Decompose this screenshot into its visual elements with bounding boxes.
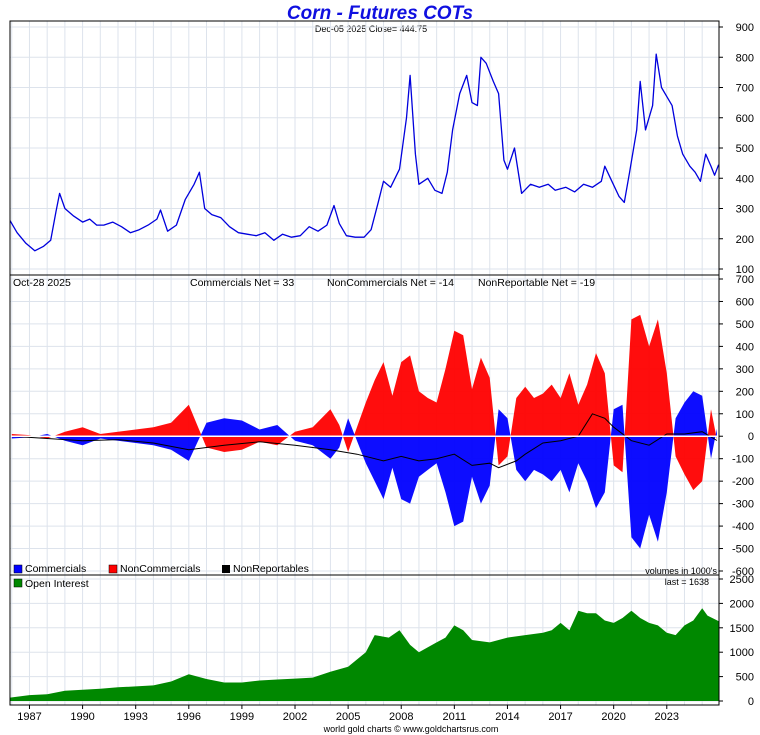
commercials-area (11, 391, 717, 549)
legend-swatch-open-interest (13, 578, 23, 588)
price-line (9, 53, 720, 252)
x-tick-label: 2020 (601, 711, 625, 723)
cot-ytick-label: -100 (732, 454, 754, 466)
price-ytick-label: 900 (736, 22, 754, 34)
commercials-net-label: Commercials Net = 33 (190, 277, 294, 289)
cot-ytick-label: 600 (736, 296, 754, 308)
x-tick-label: 1987 (17, 711, 41, 723)
volumes-note: volumes in 1000's (645, 566, 717, 576)
legend-label-nonreportables: NonReportables (233, 563, 309, 575)
price-ytick-label: 100 (736, 264, 754, 276)
legend-swatch-commercials (13, 564, 23, 574)
cot-ytick-label: -400 (732, 521, 754, 533)
cot-ytick-label: 700 (736, 274, 754, 286)
x-tick-label: 2011 (443, 711, 467, 723)
footer-credit: world gold charts © www.goldchartsrus.co… (323, 724, 499, 734)
noncommercials-area (11, 314, 717, 491)
cot-ytick-label: 300 (736, 364, 754, 376)
price-panel: 100 200 300 400 500 600 700 800 900 (9, 20, 754, 276)
cot-ytick-label: -500 (732, 544, 754, 556)
price-ytick-label: 800 (736, 52, 754, 64)
x-tick-label: 1993 (123, 711, 147, 723)
price-ytick-label: 300 (736, 204, 754, 216)
oi-ytick-label: 0 (748, 696, 754, 708)
legend-label-open-interest: Open Interest (25, 578, 89, 590)
cot-ytick-label: 400 (736, 341, 754, 353)
chart-title: Corn - Futures COTs (287, 3, 473, 24)
legend-swatch-nonreportables (222, 565, 230, 573)
legend-label-noncommercials: NonCommercials (120, 563, 201, 575)
price-ytick-label: 200 (736, 234, 754, 246)
x-tick-label: 2005 (336, 711, 360, 723)
cot-ytick-label: 100 (736, 409, 754, 421)
x-tick-label: 2017 (548, 711, 572, 723)
x-tick-label: 2023 (655, 711, 679, 723)
x-tick-label: 2008 (389, 711, 413, 723)
cot-ytick-label: -200 (732, 476, 754, 488)
price-subtitle: Dec-05 2025 Close= 444.75 (315, 24, 427, 34)
cot-ytick-label: 200 (736, 386, 754, 398)
oi-ytick-label: 500 (736, 672, 754, 684)
x-tick-label: 1999 (230, 711, 254, 723)
cot-ytick-label: -600 (732, 566, 754, 578)
legend-swatch-noncommercials (108, 564, 118, 574)
nonreportable-net-label: NonReportable Net = -19 (478, 277, 595, 289)
open-interest-panel: 0 500 1000 1500 2000 2500 Open Interest last … (9, 574, 754, 708)
x-tick-label: 1996 (177, 711, 201, 723)
cot-ytick-label: 0 (748, 431, 754, 443)
price-ytick-label: 500 (736, 143, 754, 155)
open-interest-area (10, 608, 719, 701)
open-interest-last: last = 1638 (665, 577, 709, 587)
legend-label-commercials: Commercials (25, 563, 86, 575)
cot-panel: -600 -500 -400 -300 -200 -100 0 100 200 300 400 500… (9, 274, 754, 578)
price-ytick-label: 400 (736, 173, 754, 185)
x-tick-label: 1990 (70, 711, 94, 723)
oi-ytick-label: 2000 (730, 598, 754, 610)
oi-ytick-label: 1000 (730, 647, 754, 659)
cot-date-label: Oct-28 2025 (13, 277, 71, 289)
noncommercials-net-label: NonCommercials Net = -14 (327, 277, 454, 289)
price-ytick-label: 700 (736, 83, 754, 95)
oi-ytick-label: 1500 (730, 623, 754, 635)
x-tick-label: 2014 (495, 711, 519, 723)
cot-ytick-label: -300 (732, 499, 754, 511)
cot-ytick-label: 500 (736, 319, 754, 331)
x-tick-label: 2002 (283, 711, 307, 723)
oi-ytick-label: 2500 (730, 574, 754, 586)
x-axis: 1987 1990 1993 1996 1999 2002 2005 2008 2011 2014… (17, 705, 679, 723)
price-ytick-label: 600 (736, 113, 754, 125)
open-interest-panel-frame (9, 574, 720, 706)
